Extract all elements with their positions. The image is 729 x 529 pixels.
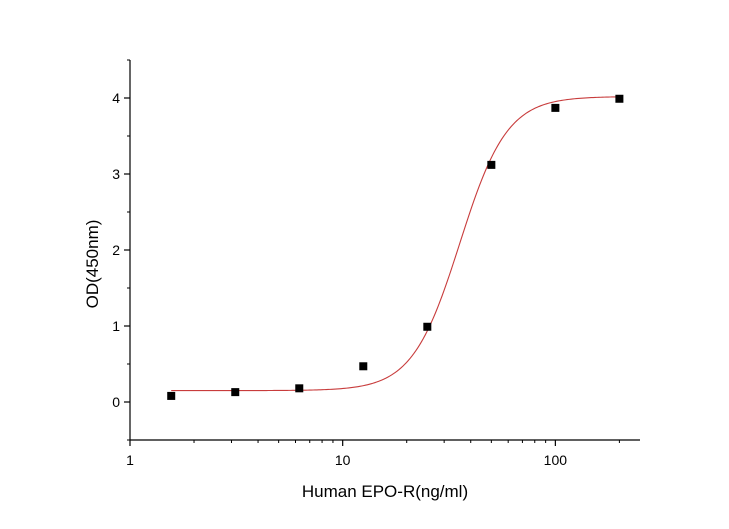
y-tick-label: 2	[112, 242, 120, 258]
y-axis-label: OD(450nm)	[83, 220, 102, 309]
y-tick-label: 0	[112, 394, 120, 410]
data-point	[295, 384, 304, 393]
axes: 0 1 2 3 4 1 10 100	[112, 59, 640, 468]
data-points	[167, 94, 624, 400]
data-point	[167, 391, 176, 400]
x-tick-label: 10	[335, 452, 351, 468]
data-point	[487, 160, 496, 169]
data-point	[231, 388, 240, 397]
x-axis-label: Human EPO-R(ng/ml)	[302, 482, 468, 501]
y-tick-label: 1	[112, 318, 120, 334]
data-point	[423, 322, 432, 331]
x-tick-label: 1	[126, 452, 134, 468]
y-tick-label: 3	[112, 166, 120, 182]
x-tick-label: 100	[544, 452, 568, 468]
y-tick-label: 4	[112, 90, 120, 106]
data-point	[359, 362, 368, 371]
data-point	[615, 94, 624, 103]
fit-curve	[171, 96, 620, 392]
data-point	[551, 103, 560, 112]
fit-curve-group	[171, 96, 620, 392]
